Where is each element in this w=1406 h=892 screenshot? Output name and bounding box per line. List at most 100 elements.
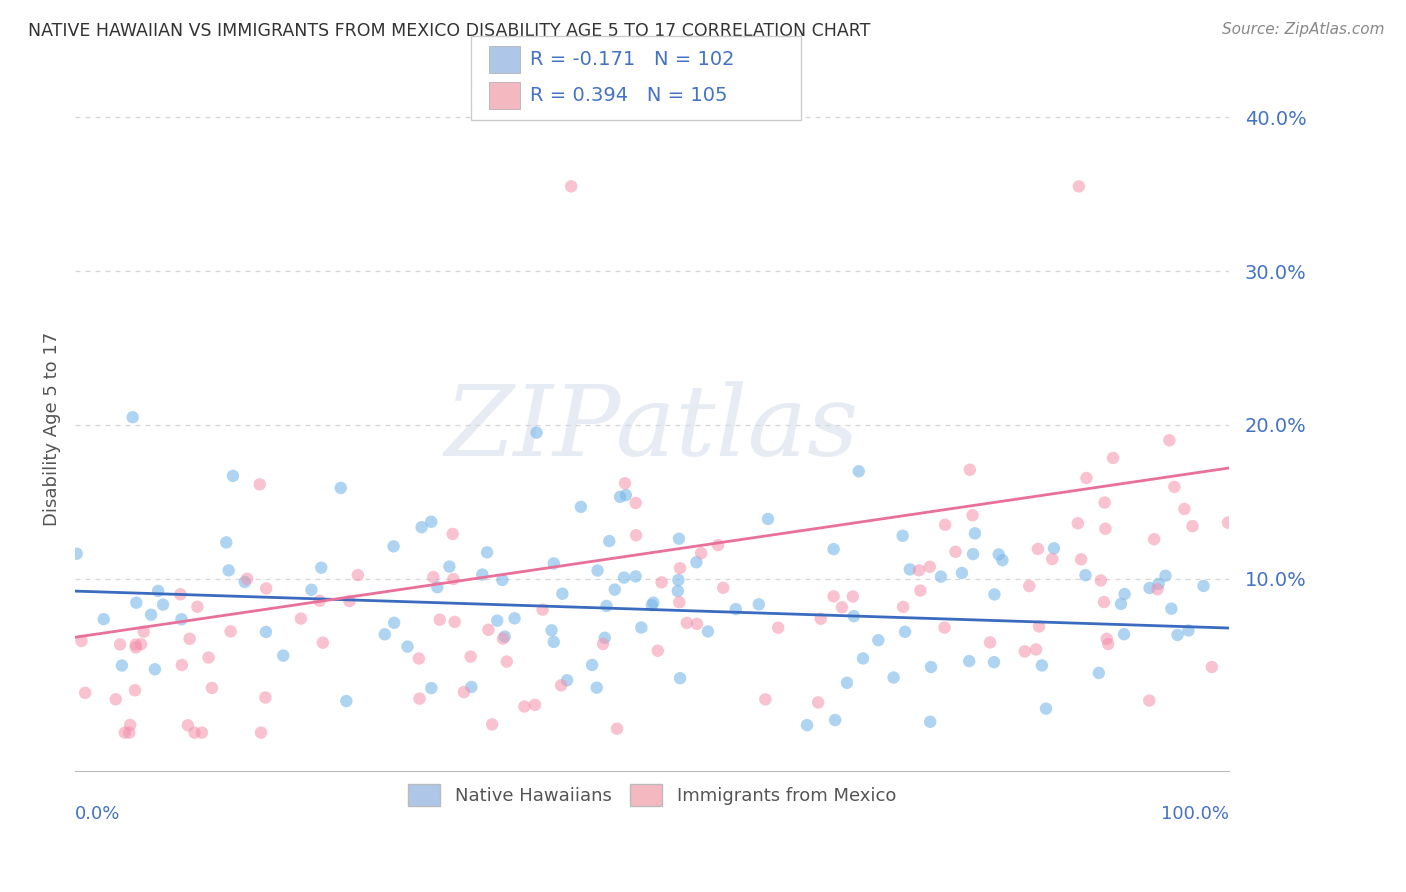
Point [979,635,1001,649]
Point [987,548,1010,562]
Point [609,490,631,504]
Point [197,650,219,665]
Point [569,500,592,514]
Point [848,464,870,478]
Point [335,694,357,708]
Point [169,587,191,601]
Point [1216,516,1239,530]
Point [668,532,690,546]
Point [835,675,858,690]
Point [453,685,475,699]
Point [408,651,430,665]
Point [1014,644,1036,658]
Point [614,488,637,502]
Point [411,520,433,534]
Point [669,671,692,685]
Point [108,637,131,651]
Point [420,681,443,695]
Point [1040,552,1063,566]
Point [934,517,956,532]
Point [1094,495,1116,509]
Point [513,699,536,714]
Point [486,614,509,628]
Point [179,632,201,646]
Point [1094,522,1116,536]
Point [1181,519,1204,533]
Point [934,621,956,635]
Point [603,582,626,597]
Point [1167,628,1189,642]
Point [120,718,142,732]
Point [920,660,942,674]
Point [481,717,503,731]
Point [374,627,396,641]
Point [503,611,526,625]
Point [1074,568,1097,582]
Point [170,658,193,673]
Point [950,566,973,580]
Point [891,599,914,614]
Point [962,508,984,523]
Point [668,573,690,587]
Point [831,600,853,615]
Point [347,568,370,582]
Point [1177,624,1199,638]
Point [651,575,673,590]
Point [1018,579,1040,593]
Point [249,477,271,491]
Point [1147,576,1170,591]
Point [595,599,617,613]
Point [1097,637,1119,651]
Point [1163,480,1185,494]
Point [824,713,846,727]
Point [186,599,208,614]
Point [290,611,312,625]
Point [624,528,647,542]
Point [1160,601,1182,615]
Point [75,686,97,700]
Point [910,583,932,598]
Point [426,580,449,594]
Point [1090,574,1112,588]
Text: ZIPatlas: ZIPatlas [444,381,859,476]
Point [898,562,921,576]
Point [523,698,546,712]
Point [669,561,692,575]
Point [143,662,166,676]
Point [1028,619,1050,633]
Point [191,725,214,739]
Point [641,599,664,613]
Point [308,593,330,607]
Point [685,555,707,569]
Point [920,714,942,729]
Text: NATIVE HAWAIIAN VS IMMIGRANTS FROM MEXICO DISABILITY AGE 5 TO 17 CORRELATION CHA: NATIVE HAWAIIAN VS IMMIGRANTS FROM MEXIC… [28,22,870,40]
Point [666,584,689,599]
Point [132,624,155,639]
Point [441,527,464,541]
Point [581,657,603,672]
Point [1102,450,1125,465]
Point [983,587,1005,601]
Point [218,563,240,577]
Point [707,538,730,552]
Point [891,529,914,543]
Point [756,512,779,526]
Point [754,692,776,706]
Point [382,615,405,630]
Point [495,655,517,669]
Point [868,633,890,648]
Point [118,725,141,739]
Point [382,540,405,554]
Point [114,725,136,739]
Point [420,515,443,529]
Point [807,695,830,709]
Point [852,651,875,665]
Point [1139,581,1161,595]
Point [104,692,127,706]
Point [1092,595,1115,609]
Point [555,673,578,688]
Point [491,573,513,587]
Point [624,496,647,510]
Point [233,574,256,589]
Point [183,725,205,739]
